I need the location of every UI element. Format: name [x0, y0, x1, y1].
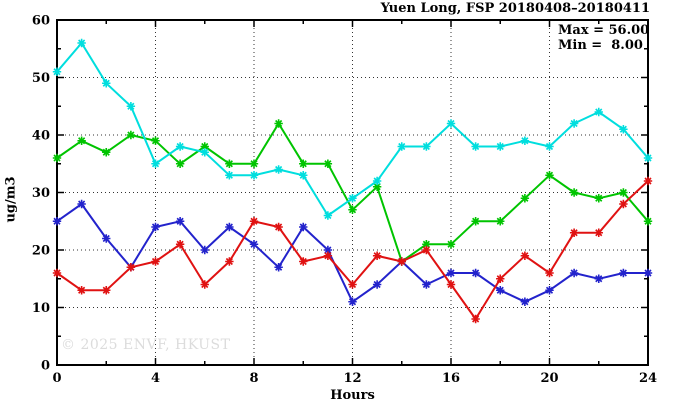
cyan-series-markers: [52, 38, 653, 220]
red-series-markers: [52, 176, 653, 324]
y-tick-label: 60: [32, 14, 50, 29]
x-axis-label: Hours: [330, 388, 375, 403]
green-series-markers: [52, 119, 653, 266]
max-min-annotation: Max = 56.00 Min = 8.00: [558, 23, 649, 53]
min-annotation: Min = 8.00: [558, 38, 643, 53]
y-axis-label: ug/m3: [3, 176, 19, 223]
y-tick-label: 0: [41, 359, 50, 374]
y-tick-label: 40: [32, 129, 50, 144]
x-tick-label: 12: [343, 371, 361, 386]
y-tick-label: 50: [32, 71, 50, 86]
y-tick-label: 30: [32, 186, 50, 201]
x-tick-label: 20: [540, 371, 558, 386]
x-tick-label: 16: [442, 371, 460, 386]
watermark: © 2025 ENVF, HKUST: [61, 337, 231, 353]
blue-series-markers: [52, 199, 653, 306]
x-tick-label: 4: [151, 371, 160, 386]
x-tick-label: 0: [52, 371, 61, 386]
y-tick-label: 20: [32, 244, 50, 259]
plot-border: [56, 19, 649, 366]
y-tick-label: 10: [32, 301, 50, 316]
x-tick-label: 24: [639, 371, 657, 386]
x-tick-label: 8: [249, 371, 258, 386]
chart-title: Yuen Long, FSP 20180408–20180411: [380, 1, 650, 16]
max-annotation: Max = 56.00: [558, 23, 650, 38]
